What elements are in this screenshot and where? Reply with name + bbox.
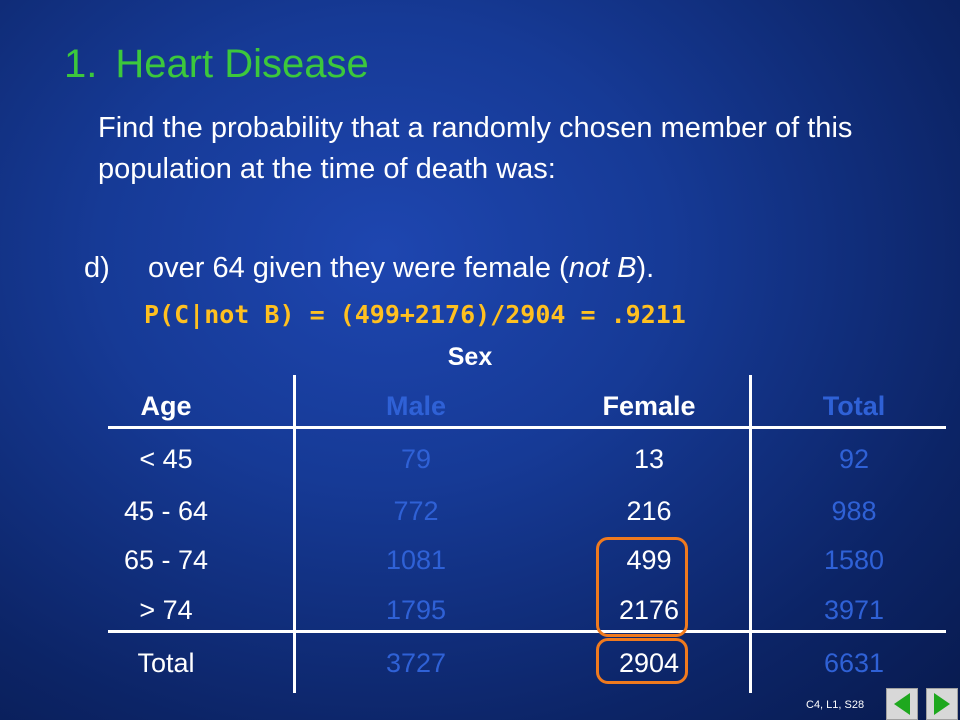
table-cell: 2176 [618, 595, 680, 625]
table-cell: 6631 [823, 648, 885, 678]
formula: P(C|not B) = (499+2176)/2904 = .9211 [144, 300, 686, 329]
table-header-female: Female [602, 391, 696, 421]
item-letter: d) [84, 252, 110, 284]
table-divider-vertical-left [293, 375, 296, 693]
item-text: over 64 given they were female ( [148, 252, 569, 284]
title-text: Heart Disease [115, 42, 369, 86]
table-cell: 499 [626, 545, 672, 575]
table-cell: 13 [633, 444, 665, 474]
prev-slide-button[interactable] [886, 688, 918, 720]
table-cell: Total [137, 648, 195, 678]
table-cell: 3727 [385, 648, 447, 678]
prev-arrow-icon [894, 693, 910, 715]
table-cell: 92 [838, 444, 870, 474]
highlight-circle-499-2176 [596, 537, 688, 637]
table-cell: 3971 [823, 595, 885, 625]
highlight-circle-2904 [596, 638, 688, 684]
next-arrow-icon [934, 693, 950, 715]
item-text-end: ). [636, 252, 655, 284]
table-divider-total [108, 630, 946, 633]
slide-title: 1. Heart Disease [64, 42, 369, 87]
table-cell: 1580 [823, 545, 885, 575]
item-italic: not B [568, 252, 637, 284]
title-number: 1. [64, 42, 98, 86]
table-cell: < 45 [139, 444, 193, 474]
table-cell: 2904 [618, 648, 680, 678]
table-header-age: Age [140, 391, 192, 421]
table-cell: 1081 [385, 545, 447, 575]
table-cell: 216 [626, 496, 672, 526]
table-cell: 988 [831, 496, 877, 526]
next-slide-button[interactable] [926, 688, 958, 720]
question-item-d: d) over 64 given they were female (not B)… [84, 252, 654, 285]
table-cell: > 74 [139, 595, 193, 625]
table-cell: 1795 [385, 595, 447, 625]
slide-number: C4, L1, S28 [806, 699, 865, 711]
table-cell: 79 [400, 444, 432, 474]
table-header-total: Total [822, 391, 886, 421]
table-divider-header [108, 426, 946, 429]
sex-group-header: Sex [447, 343, 493, 371]
table-header-male: Male [385, 391, 447, 421]
table-divider-vertical-right [749, 375, 752, 693]
table-cell: 65 - 74 [123, 545, 209, 575]
table-cell: 772 [393, 496, 439, 526]
intro-text: Find the probability that a randomly cho… [98, 112, 853, 185]
table-cell: 45 - 64 [123, 496, 209, 526]
